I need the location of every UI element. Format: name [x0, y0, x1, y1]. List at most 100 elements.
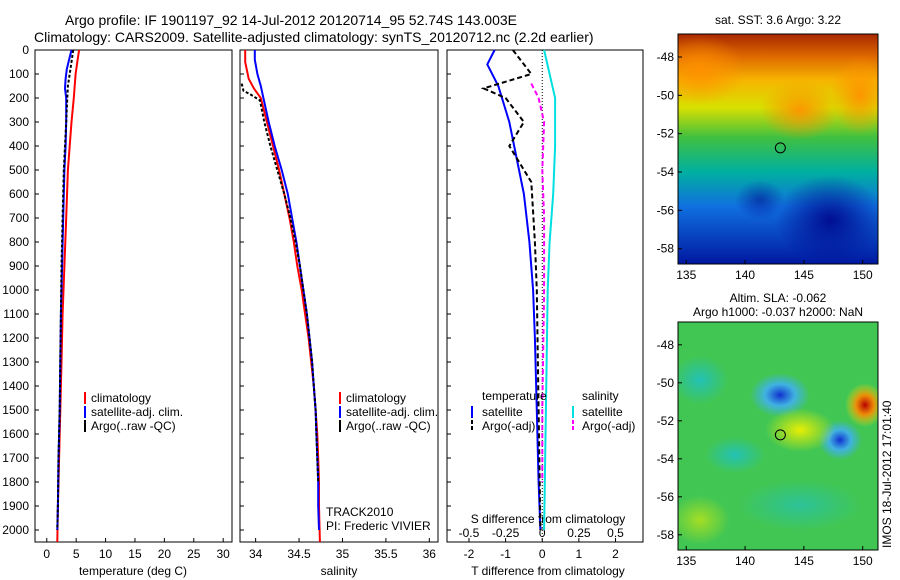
argo-position-marker	[774, 142, 786, 154]
depth-tick-label: 1700	[2, 451, 29, 465]
sst-map-title: sat. SST: 3.6 Argo: 3.22	[715, 13, 841, 27]
temperature-xlabel: temperature (deg C)	[79, 564, 187, 578]
salinity-legend: climatology satellite-adj. clim. Argo(..…	[339, 391, 438, 433]
x-tick-label: 20	[158, 547, 172, 561]
x-tick-label: 2	[612, 547, 619, 561]
series-line	[480, 49, 542, 531]
sla-argo-marker	[774, 429, 786, 441]
map-x-tick-label: 140	[735, 268, 755, 282]
x-tick-label: 35	[336, 547, 350, 561]
map-x-tick-label: 135	[676, 554, 696, 568]
x-tick-label: 10	[99, 547, 113, 561]
depth-tick-label: 1600	[2, 427, 29, 441]
series-line	[56, 49, 75, 531]
map-y-tick-label: -48	[657, 50, 675, 64]
depth-tick-label: 400	[9, 139, 29, 153]
map-x-tick-label: 145	[794, 554, 814, 568]
sst-map-panel: sat. SST: 3.6 Argo: 3.22 135 140 145 150 -48…	[657, 13, 879, 282]
map-y-tick-label: -56	[657, 203, 675, 217]
x-tick-label: 34	[249, 547, 263, 561]
x-tick-label: -2	[464, 547, 475, 561]
imos-stamp: IMOS 18-Jul-2012 17:01:40	[880, 400, 894, 548]
salinity-profile-panel: 34 34.5 35 35.5 36 salinity climatology sate…	[239, 49, 439, 578]
legend-satellite-label: satellite-adj. clim.	[91, 405, 183, 419]
x-tick-label: 36	[423, 547, 437, 561]
depth-tick-label: 1500	[2, 403, 29, 417]
series-line	[486, 49, 542, 531]
s-difference-label: S difference from climatology	[471, 512, 626, 526]
temperature-profile-panel: 0100200300400500600700800900100011001200…	[2, 43, 233, 578]
map-y-tick-label: -54	[657, 165, 675, 179]
x-tick-label: 15	[128, 547, 142, 561]
top-tick-label: -0.5	[459, 526, 480, 540]
map-x-tick-label: 150	[853, 268, 873, 282]
salinity-x-axis: 34 34.5 35 35.5 36	[249, 538, 436, 561]
legend-climatology-label: climatology	[346, 391, 406, 405]
depth-tick-label: 1100	[3, 307, 29, 321]
x-tick-label: 34.5	[287, 547, 311, 561]
temperature-series	[56, 49, 81, 543]
depth-tick-label: 1800	[2, 475, 29, 489]
depth-tick-label: 300	[9, 115, 29, 129]
map-y-tick-label: -52	[657, 414, 675, 428]
difference-profile-panel: -2 -1 0 1 2 -0.5 -0.25 0 0.25 0.5 S difference f…	[446, 49, 644, 578]
sst-heatmap	[678, 34, 878, 264]
legend-temperature-heading: temperature	[482, 389, 547, 403]
map-y-tick-label: -48	[657, 338, 675, 352]
series-line	[543, 49, 557, 531]
salinity-depth-ticks	[240, 49, 244, 531]
difference-depth-ticks	[447, 49, 451, 531]
sla-map-frame	[677, 321, 879, 551]
title-line-1: Argo profile: IF 1901197_92 14-Jul-2012 …	[65, 12, 517, 28]
legend-argo-label: Argo(..raw -QC)	[346, 419, 431, 433]
difference-legend: temperature satellite Argo(-adj) salinit…	[471, 389, 635, 433]
sst-map-axes: 135 140 145 150 -48 -50 -52 -54 -56 -58	[657, 50, 873, 282]
map-x-tick-label: 150	[853, 554, 873, 568]
map-y-tick-label: -52	[657, 127, 675, 141]
series-line	[530, 83, 546, 482]
depth-tick-label: 1400	[2, 379, 29, 393]
x-tick-label: 35.5	[374, 547, 398, 561]
depth-tick-label: 600	[9, 187, 29, 201]
x-tick-label: 5	[73, 547, 80, 561]
legend-t-satellite-label: satellite	[482, 405, 523, 419]
depth-tick-label: 200	[9, 91, 29, 105]
salinity-series	[240, 50, 321, 543]
x-tick-label: 25	[187, 547, 201, 561]
top-tick-label: 0.5	[607, 526, 624, 540]
legend-climatology-label: climatology	[91, 391, 151, 405]
difference-x-axis-bottom: -2 -1 0 1 2	[464, 538, 619, 561]
x-tick-label: 0	[539, 547, 546, 561]
depth-tick-label: 100	[9, 67, 29, 81]
depth-axis: 0 100 200 300 400 500 600 700 800 900 1000 1100 1200…	[2, 43, 39, 537]
map-y-tick-label: -58	[657, 528, 675, 542]
map-x-tick-label: 135	[676, 268, 696, 282]
depth-tick-label: 800	[9, 235, 29, 249]
legend-t-argo-label: Argo(-adj)	[482, 419, 535, 433]
t-difference-label: T difference from climatology	[471, 564, 625, 578]
x-tick-label: 1	[576, 547, 583, 561]
depth-tick-label: 0	[22, 43, 29, 57]
depth-tick-label: 1900	[2, 499, 29, 513]
map-y-tick-label: -54	[657, 452, 675, 466]
depth-tick-label: 500	[9, 163, 29, 177]
temperature-legend: climatology satellite-adj. clim. Argo(..…	[84, 391, 183, 433]
map-x-tick-label: 140	[735, 554, 755, 568]
sla-map-title-1: Altim. SLA: -0.062	[730, 291, 827, 305]
map-x-tick-label: 145	[794, 268, 814, 282]
salinity-xlabel: salinity	[321, 564, 358, 578]
legend-s-satellite-label: satellite	[582, 405, 623, 419]
legend-argo-label: Argo(..raw -QC)	[91, 419, 176, 433]
x-tick-label: 30	[216, 547, 230, 561]
temperature-x-axis: 0 5 10 15 20 25 30	[43, 538, 230, 561]
map-y-tick-label: -50	[657, 88, 675, 102]
depth-tick-label: 900	[9, 259, 29, 273]
depth-tick-label: 1300	[2, 355, 29, 369]
sla-map-panel: Altim. SLA: -0.062 Argo h1000: -0.037 h2…	[657, 291, 879, 568]
title-line-2: Climatology: CARS2009. Satellite-adjuste…	[34, 29, 594, 45]
sst-map-frame	[677, 33, 879, 265]
difference-series	[480, 49, 557, 531]
depth-tick-label: 1200	[2, 331, 29, 345]
track-label: TRACK2010	[326, 505, 394, 519]
